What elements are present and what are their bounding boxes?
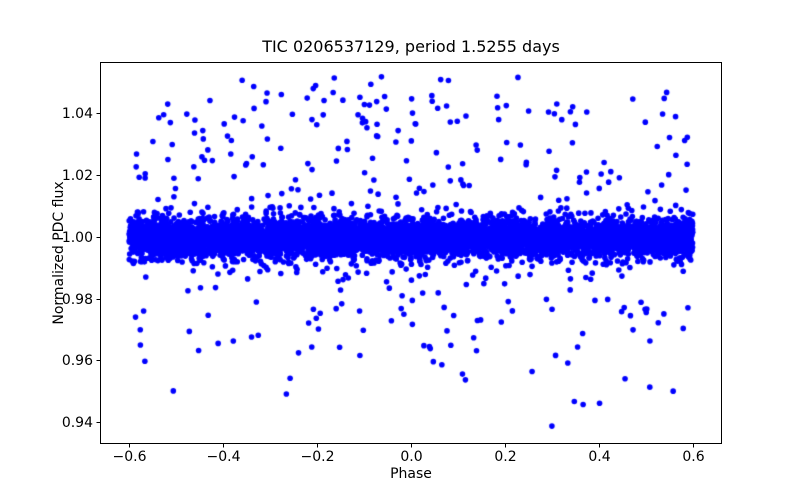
plot-frame	[100, 62, 722, 444]
x-axis-label: Phase	[390, 466, 432, 482]
x-tick-label-4: 0.2	[494, 449, 517, 465]
x-tick-label-3: 0.0	[400, 449, 423, 465]
y-tick-label-4: 1.02	[61, 167, 93, 184]
x-tick-label-6: 0.6	[682, 449, 705, 465]
y-tick-label-1: 0.96	[61, 352, 93, 369]
x-tick-label-2: −0.2	[300, 449, 335, 465]
x-tick-label-5: 0.4	[588, 449, 611, 465]
chart-title: TIC 0206537129, period 1.5255 days	[262, 37, 560, 56]
y-tick-label-0: 0.94	[61, 414, 93, 431]
x-tick-label-0: −0.6	[112, 449, 147, 465]
x-tick-label-1: −0.4	[206, 449, 241, 465]
y-tick-label-5: 1.04	[61, 105, 93, 122]
y-tick-label-2: 0.98	[61, 291, 93, 308]
y-tick-label-3: 1.00	[61, 229, 93, 246]
scatter-points-canvas	[101, 63, 721, 443]
